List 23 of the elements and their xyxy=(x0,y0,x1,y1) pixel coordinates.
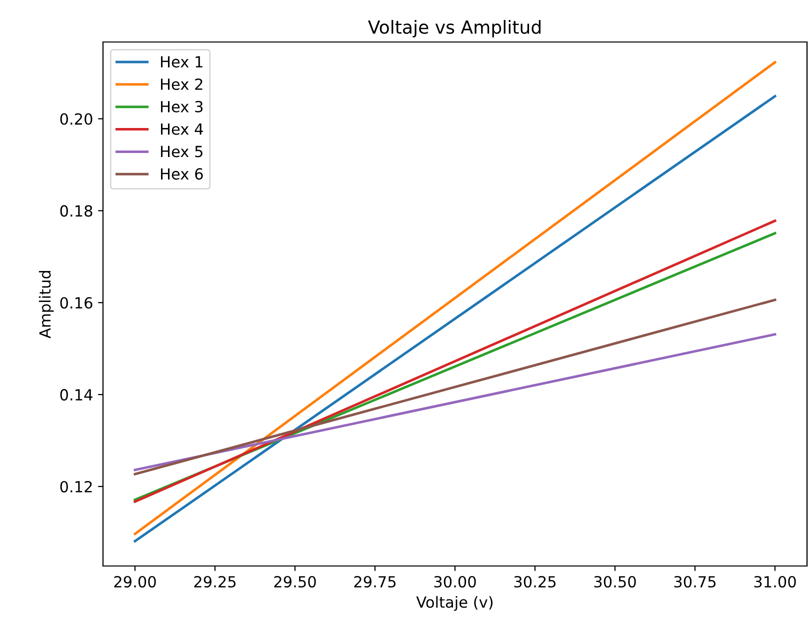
y-tick-label: 0.12 xyxy=(60,480,92,492)
legend-label: Hex 4 xyxy=(161,123,203,135)
x-tick-label: 30.25 xyxy=(514,576,556,588)
x-tick-label: 30.50 xyxy=(594,576,636,588)
x-axis-title: Voltaje (v) xyxy=(416,596,493,611)
y-tick-label: 0.18 xyxy=(60,205,92,217)
y-axis-title: Amplitud xyxy=(38,270,54,338)
y-tick-label: 0.16 xyxy=(60,297,92,309)
y-tick-label: 0.14 xyxy=(60,389,92,401)
legend-label: Hex 2 xyxy=(161,78,202,90)
x-tick-label: 29.75 xyxy=(354,576,396,588)
x-tick-label: 31.00 xyxy=(754,576,796,588)
chart-title: Voltaje vs Amplitud xyxy=(368,20,540,38)
legend-label: Hex 6 xyxy=(161,168,203,180)
x-tick-label: 29.50 xyxy=(274,576,316,588)
x-tick-label: 29.25 xyxy=(194,576,236,588)
legend-label: Hex 1 xyxy=(161,56,202,68)
legend-label: Hex 3 xyxy=(161,100,203,112)
x-tick-label: 30.75 xyxy=(674,576,716,588)
y-tick-label: 0.20 xyxy=(60,113,92,125)
legend-label: Hex 5 xyxy=(161,146,202,158)
x-tick-label: 29.00 xyxy=(114,576,156,588)
x-tick-label: 30.00 xyxy=(434,576,476,588)
